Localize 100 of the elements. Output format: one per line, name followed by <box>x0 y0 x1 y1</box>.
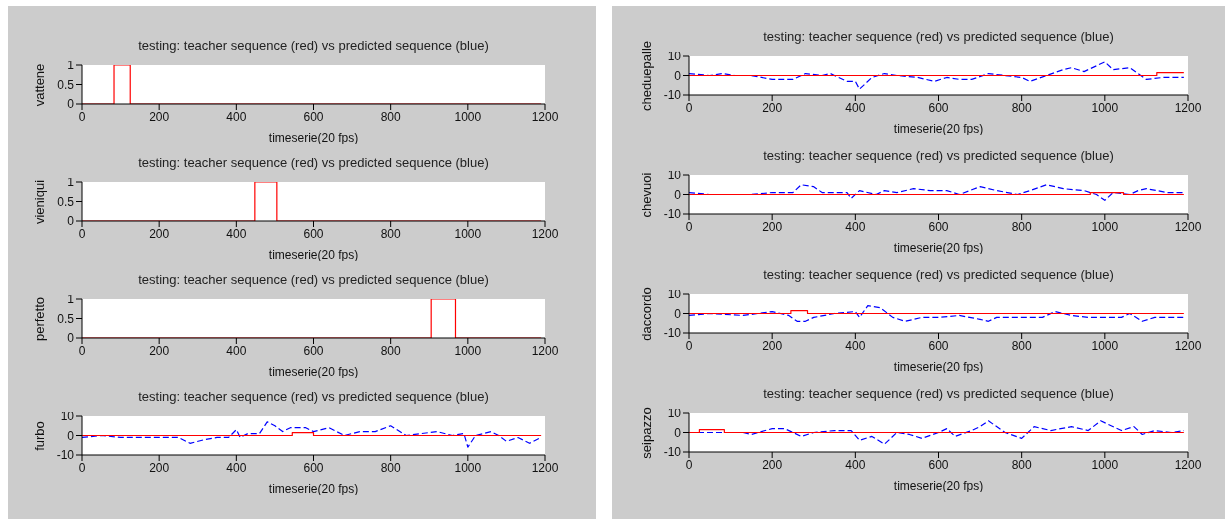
x-tick-label: 1000 <box>1091 100 1119 115</box>
x-axis-title: timeserie(20 fps) <box>268 482 359 496</box>
x-tick-label: 1000 <box>1091 338 1119 353</box>
y-tick-label: 0 <box>674 68 682 83</box>
x-axis-title: timeserie(20 fps) <box>893 360 984 374</box>
y-axis-title: perfetto <box>32 296 47 341</box>
x-tick-label: 1000 <box>1091 219 1119 234</box>
chart-title: testing: teacher sequence (red) vs predicted sequence (blue) <box>137 155 490 172</box>
x-tick-label: 400 <box>226 226 247 241</box>
x-tick-label: 0 <box>685 100 693 115</box>
x-tick-label: 1200 <box>1174 457 1202 472</box>
x-tick-label: 400 <box>226 460 247 475</box>
x-tick-label: 800 <box>1011 100 1032 115</box>
line-series <box>689 184 1185 201</box>
x-tick-label: 800 <box>380 460 401 475</box>
x-tick-label: 1200 <box>531 460 559 475</box>
y-tick-label: 0 <box>674 187 682 202</box>
x-tick-label: 0 <box>78 460 86 475</box>
x-axis-title: timeserie(20 fps) <box>268 248 359 262</box>
x-axis-title: timeserie(20 fps) <box>893 241 984 255</box>
x-tick-label: 1000 <box>1091 457 1119 472</box>
x-tick-label: 0 <box>685 338 693 353</box>
x-axis-title: timeserie(20 fps) <box>893 122 984 136</box>
x-tick-label: 400 <box>845 100 866 115</box>
x-tick-label: 600 <box>303 226 324 241</box>
y-tick-label: 0.5 <box>57 311 75 326</box>
y-tick-label: 1 <box>67 292 75 307</box>
y-tick-label: 10 <box>667 49 682 64</box>
chart-title: testing: teacher sequence (red) vs predicted sequence (blue) <box>762 267 1115 284</box>
y-axis-title: vieniqui <box>32 179 47 224</box>
x-tick-label: 800 <box>380 343 401 358</box>
line-series <box>82 421 542 448</box>
x-axis-title: timeserie(20 fps) <box>893 479 984 493</box>
x-tick-label: 600 <box>928 338 949 353</box>
line-series <box>689 305 1185 322</box>
line-series <box>689 61 1185 90</box>
y-axis-title: chevuoi <box>639 172 654 217</box>
x-tick-label: 1200 <box>531 109 559 124</box>
y-tick-label: 0.5 <box>57 194 75 209</box>
y-tick-label: -10 <box>56 448 75 463</box>
chart-title: testing: teacher sequence (red) vs predicted sequence (blue) <box>762 386 1115 403</box>
x-tick-label: 600 <box>303 343 324 358</box>
y-tick-label: 10 <box>60 409 75 424</box>
chart-title: testing: teacher sequence (red) vs predicted sequence (blue) <box>137 38 490 55</box>
y-tick-label: -10 <box>663 207 682 222</box>
x-tick-label: 0 <box>78 226 86 241</box>
x-tick-label: 600 <box>928 457 949 472</box>
y-tick-label: -10 <box>663 326 682 341</box>
y-tick-label: 0.5 <box>57 77 75 92</box>
x-tick-label: 400 <box>226 343 247 358</box>
x-tick-label: 400 <box>226 109 247 124</box>
chart-title: testing: teacher sequence (red) vs predicted sequence (blue) <box>762 29 1115 46</box>
x-tick-label: 200 <box>762 338 783 353</box>
y-tick-label: 0 <box>674 425 682 440</box>
x-tick-label: 1000 <box>454 226 482 241</box>
x-tick-label: 0 <box>685 219 693 234</box>
y-tick-label: 0 <box>67 428 75 443</box>
x-tick-label: 600 <box>928 100 949 115</box>
x-tick-label: 400 <box>845 457 866 472</box>
y-tick-label: 10 <box>667 168 682 183</box>
y-axis-title: furbo <box>32 420 47 451</box>
y-tick-label: 0 <box>674 306 682 321</box>
x-tick-label: 400 <box>845 338 866 353</box>
x-tick-label: 1200 <box>1174 338 1202 353</box>
y-tick-label: 1 <box>67 175 75 190</box>
x-tick-label: 1200 <box>1174 219 1202 234</box>
x-tick-label: 0 <box>685 457 693 472</box>
x-tick-label: 1000 <box>454 460 482 475</box>
y-tick-label: 10 <box>667 406 682 421</box>
x-tick-label: 200 <box>149 109 170 124</box>
x-tick-label: 600 <box>303 109 324 124</box>
y-axis-title: daccordo <box>639 286 654 341</box>
y-axis-title: vattene <box>32 63 47 106</box>
x-tick-label: 800 <box>1011 457 1032 472</box>
y-axis-title: cheduepalle <box>639 40 654 111</box>
chart-title: testing: teacher sequence (red) vs predicted sequence (blue) <box>137 389 490 406</box>
x-tick-label: 0 <box>78 343 86 358</box>
x-tick-label: 200 <box>149 460 170 475</box>
x-tick-label: 1000 <box>454 343 482 358</box>
x-tick-label: 600 <box>928 219 949 234</box>
x-axis-title: timeserie(20 fps) <box>268 131 359 145</box>
y-tick-label: 1 <box>67 58 75 73</box>
y-tick-label: -10 <box>663 88 682 103</box>
x-tick-label: 400 <box>845 219 866 234</box>
y-axis-title: seipazzo <box>639 406 654 459</box>
x-tick-label: 800 <box>380 226 401 241</box>
x-tick-label: 1200 <box>531 226 559 241</box>
y-tick-label: -10 <box>663 445 682 460</box>
x-tick-label: 200 <box>762 457 783 472</box>
x-tick-label: 0 <box>78 109 86 124</box>
x-tick-label: 1200 <box>531 343 559 358</box>
x-tick-label: 200 <box>762 100 783 115</box>
x-tick-label: 800 <box>1011 219 1032 234</box>
chart-title: testing: teacher sequence (red) vs predicted sequence (blue) <box>762 148 1115 165</box>
x-tick-label: 600 <box>303 460 324 475</box>
chart-title: testing: teacher sequence (red) vs predicted sequence (blue) <box>137 272 490 289</box>
x-tick-label: 200 <box>149 343 170 358</box>
x-tick-label: 200 <box>149 226 170 241</box>
x-tick-label: 800 <box>1011 338 1032 353</box>
x-axis-title: timeserie(20 fps) <box>268 365 359 379</box>
